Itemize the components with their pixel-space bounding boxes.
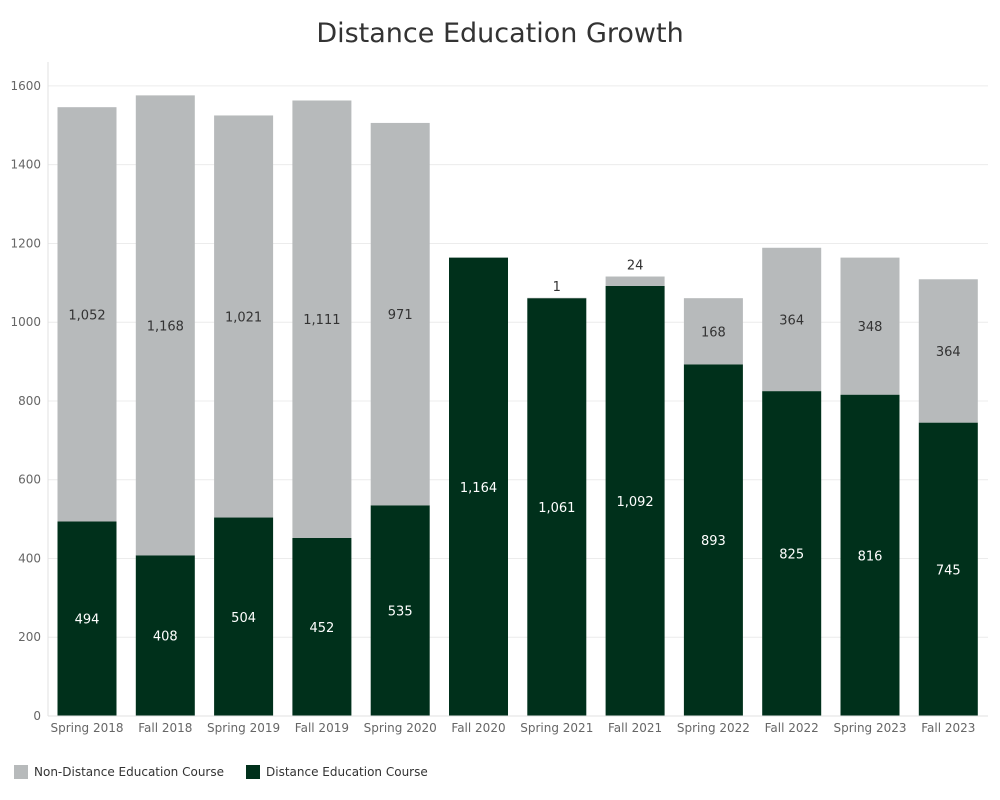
- data-label-distance: 1,164: [460, 481, 497, 496]
- bar-distance: [840, 394, 900, 716]
- x-tick-label: Fall 2020: [451, 721, 505, 735]
- data-label-distance: 535: [388, 605, 413, 620]
- bar-distance: [57, 521, 117, 716]
- bars: [57, 95, 978, 716]
- data-label-distance: 494: [75, 613, 100, 628]
- data-label-distance: 745: [936, 563, 961, 578]
- y-tick-label: 800: [18, 394, 41, 408]
- legend-swatch-non-distance: [14, 765, 28, 779]
- bar-distance: [370, 505, 430, 716]
- bar-distance: [918, 422, 978, 716]
- data-label-non-distance: 348: [858, 320, 883, 335]
- data-label-non-distance: 364: [779, 313, 804, 328]
- gridlines: [48, 85, 988, 638]
- bar-non-distance: [762, 247, 822, 392]
- bar-non-distance: [292, 100, 352, 539]
- data-label-non-distance: 1,111: [303, 313, 340, 328]
- x-tick-label: Spring 2021: [520, 721, 593, 735]
- legend-label-distance: Distance Education Course: [266, 765, 428, 779]
- data-label-non-distance: 168: [701, 325, 726, 340]
- x-tick-label: Fall 2023: [921, 721, 975, 735]
- data-label-non-distance: 1: [553, 280, 561, 295]
- y-tick-label: 200: [18, 630, 41, 644]
- bar-distance: [605, 285, 665, 716]
- x-tick-label: Spring 2020: [364, 721, 437, 735]
- y-tick-label: 0: [33, 709, 41, 723]
- bar-distance: [683, 364, 743, 716]
- bar-distance: [762, 391, 822, 716]
- legend-item-non-distance[interactable]: Non-Distance Education Course: [14, 765, 224, 779]
- chart-title: Distance Education Growth: [316, 18, 684, 49]
- bar-distance: [449, 257, 508, 716]
- data-label-distance: 408: [153, 630, 178, 645]
- x-tick-label: Spring 2022: [677, 721, 750, 735]
- data-label-non-distance: 1,021: [225, 310, 262, 325]
- data-label-distance: 825: [779, 548, 804, 563]
- bar-distance: [135, 555, 195, 716]
- x-tick-label: Fall 2019: [295, 721, 349, 735]
- data-label-distance: 452: [309, 621, 334, 636]
- legend-label-non-distance: Non-Distance Education Course: [34, 765, 224, 779]
- x-tick-label: Spring 2019: [207, 721, 280, 735]
- bar-non-distance: [840, 257, 900, 395]
- data-label-non-distance: 971: [388, 308, 413, 323]
- y-tick-label: 1000: [10, 315, 41, 329]
- data-label-distance: 816: [858, 549, 883, 564]
- data-label-non-distance: 24: [627, 259, 644, 274]
- data-label-non-distance: 1,052: [68, 308, 105, 323]
- legend: Non-Distance Education Course Distance E…: [14, 765, 450, 779]
- data-label-distance: 504: [231, 611, 256, 626]
- y-tick-label: 600: [18, 473, 41, 487]
- data-label-non-distance: 364: [936, 345, 961, 360]
- data-label-non-distance: 1,168: [147, 319, 184, 334]
- data-labels: 494 1,052 408 1,168 504 1,021 452 1,111 535 971 1,…: [68, 259, 960, 645]
- legend-swatch-distance: [246, 765, 260, 779]
- y-tick-label: 1600: [10, 79, 41, 93]
- bar-non-distance: [370, 122, 430, 506]
- data-label-distance: 1,061: [538, 501, 575, 516]
- x-tick-label: Fall 2022: [765, 721, 819, 735]
- bar-distance: [292, 538, 352, 716]
- bar-non-distance: [683, 298, 743, 365]
- x-tick-label: Fall 2021: [608, 721, 662, 735]
- axes: 0 200 400 600 800 1000 1200 1400 1600 Spring 2018…: [10, 62, 988, 735]
- y-tick-label: 400: [18, 551, 41, 565]
- bar-distance: [214, 517, 274, 716]
- data-label-distance: 1,092: [616, 495, 653, 510]
- bar-non-distance: [214, 115, 274, 518]
- bar-non-distance: [918, 279, 978, 423]
- bar-non-distance: [605, 276, 665, 286]
- bar-distance: [527, 298, 587, 716]
- legend-item-distance[interactable]: Distance Education Course: [246, 765, 428, 779]
- data-label-distance: 893: [701, 534, 726, 549]
- bar-non-distance: [57, 107, 117, 522]
- x-tick-label: Spring 2023: [833, 721, 906, 735]
- bar-non-distance: [135, 95, 195, 556]
- x-tick-label: Spring 2018: [50, 721, 123, 735]
- x-tick-label: Fall 2018: [138, 721, 192, 735]
- y-tick-label: 1200: [10, 236, 41, 250]
- y-tick-label: 1400: [10, 158, 41, 172]
